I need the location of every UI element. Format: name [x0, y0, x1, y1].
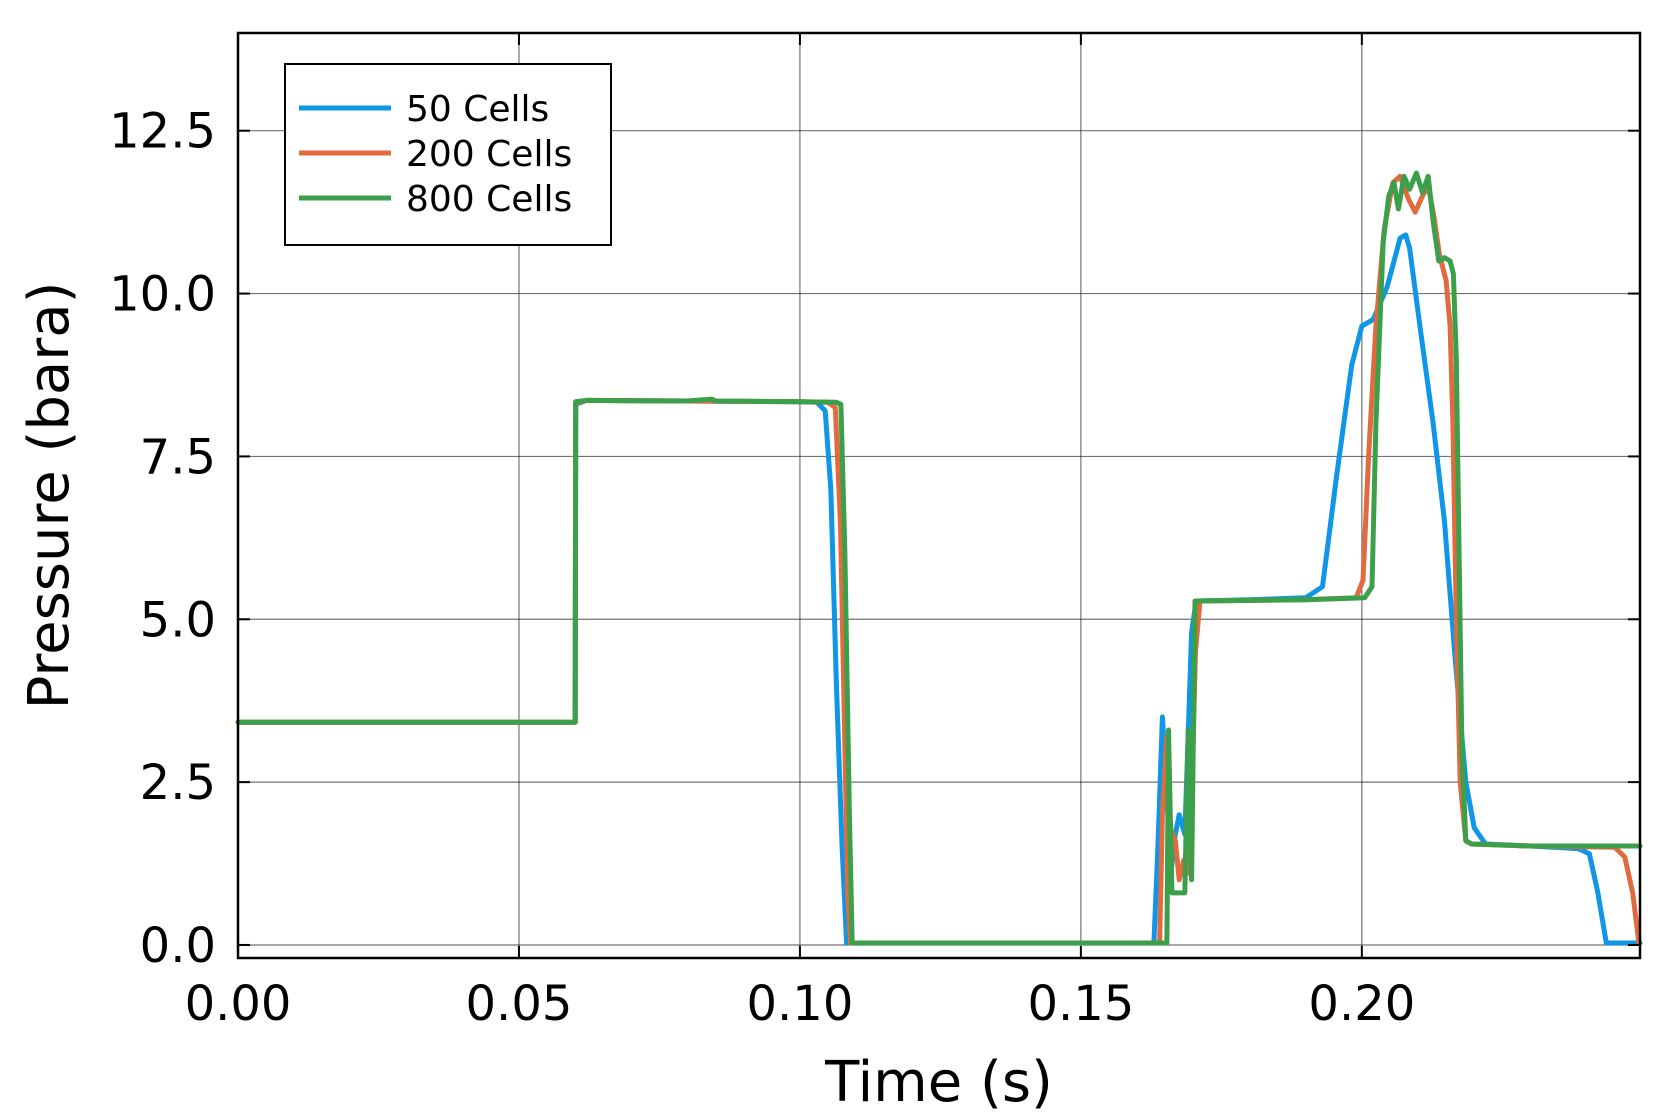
- legend-label: 50 Cells: [406, 89, 549, 130]
- legend-label: 800 Cells: [406, 179, 572, 220]
- y-tick-label: 2.5: [140, 755, 216, 811]
- series-line-3: [235, 170, 1643, 946]
- y-tick-label: 10.0: [109, 267, 216, 323]
- series-layer: [235, 170, 1643, 946]
- y-tick-label: 5.0: [140, 592, 216, 648]
- grid: [237, 33, 1640, 958]
- legend-label: 200 Cells: [406, 134, 572, 175]
- x-tick-label: 0.00: [185, 976, 292, 1032]
- x-tick-label: 0.10: [746, 976, 853, 1032]
- plot-frame: [236, 31, 1642, 960]
- x-tick-label: 0.05: [466, 976, 573, 1032]
- x-tick-label: 0.20: [1308, 976, 1415, 1032]
- x-tick-label: 0.15: [1027, 976, 1134, 1032]
- y-tick-label: 0.0: [140, 918, 216, 974]
- axis-ticks: 0.00 0.05 0.10 0.15 0.20 0.0 2.5 5.0 7.5 10.0 12.5: [109, 33, 1640, 1032]
- y-tick-label: 7.5: [140, 429, 216, 485]
- y-axis-label: Pressure (bara): [17, 282, 82, 710]
- y-tick-label: 12.5: [109, 104, 216, 160]
- x-axis-label: Time (s): [824, 1050, 1053, 1112]
